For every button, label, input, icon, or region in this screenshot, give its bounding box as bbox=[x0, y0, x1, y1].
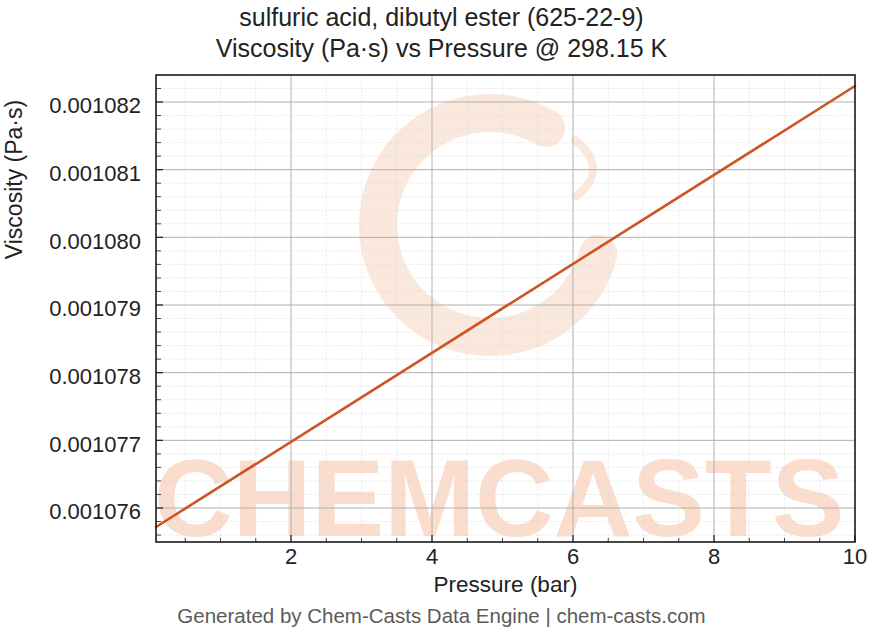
svg-text:CHEMCASTS: CHEMCASTS bbox=[154, 437, 844, 559]
